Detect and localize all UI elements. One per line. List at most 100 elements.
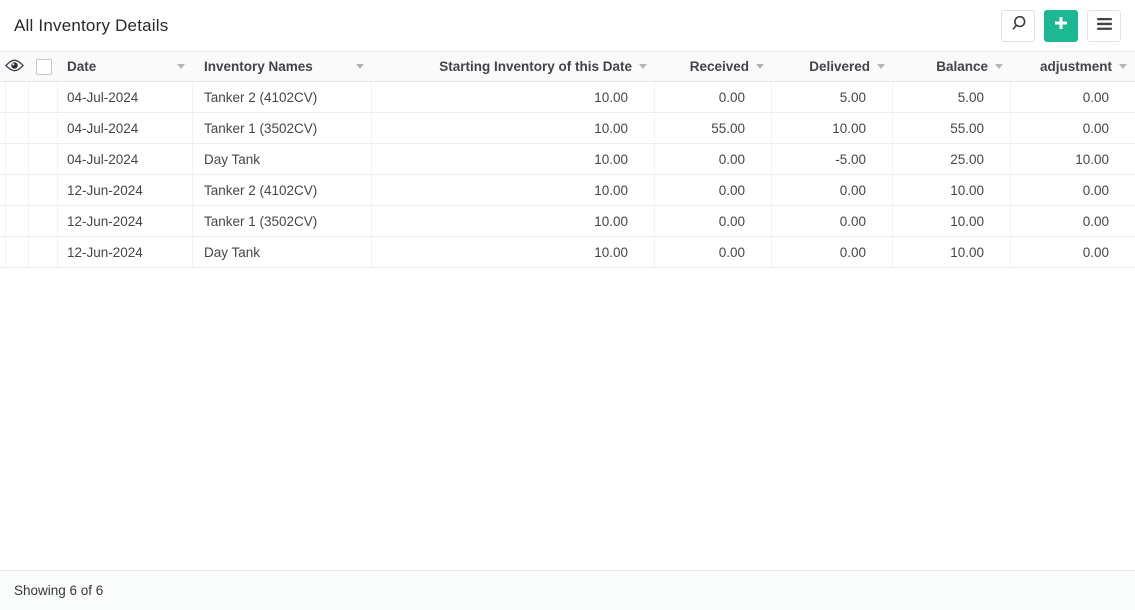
cell-received: 0.00 bbox=[655, 206, 772, 236]
table-row[interactable]: 04-Jul-2024 Day Tank 10.00 0.00 -5.00 25… bbox=[0, 144, 1135, 175]
column-label: adjustment bbox=[1039, 59, 1112, 74]
search-icon bbox=[1010, 15, 1027, 37]
column-header-inventory-names[interactable]: Inventory Names bbox=[193, 52, 372, 81]
cell-date: 12-Jun-2024 bbox=[58, 175, 193, 205]
cell-received: 0.00 bbox=[655, 237, 772, 267]
select-all-checkbox[interactable] bbox=[35, 58, 52, 75]
sort-caret-icon bbox=[1119, 64, 1127, 69]
cell-date: 04-Jul-2024 bbox=[58, 144, 193, 174]
search-button[interactable] bbox=[1001, 9, 1035, 42]
cell-balance: 10.00 bbox=[893, 206, 1011, 236]
cell-inventory-name: Tanker 2 (4102CV) bbox=[193, 175, 372, 205]
sort-caret-icon bbox=[995, 64, 1003, 69]
table-row[interactable]: 12-Jun-2024 Tanker 2 (4102CV) 10.00 0.00… bbox=[0, 175, 1135, 206]
cell-adjustment: 0.00 bbox=[1082, 182, 1109, 198]
column-label: Inventory Names bbox=[204, 59, 313, 74]
column-label: Balance bbox=[936, 59, 988, 74]
row-action-cell bbox=[6, 206, 29, 236]
top-bar: All Inventory Details bbox=[0, 0, 1135, 51]
cell-starting-inventory: 10.00 bbox=[372, 237, 655, 267]
column-header-starting-inventory[interactable]: Starting Inventory of this Date bbox=[372, 52, 655, 81]
cell-date: 12-Jun-2024 bbox=[58, 206, 193, 236]
cell-inventory-name: Tanker 1 (3502CV) bbox=[193, 206, 372, 236]
cell-inventory-name: Day Tank bbox=[193, 237, 372, 267]
cell-inventory-name: Day Tank bbox=[193, 144, 372, 174]
toolbar-actions bbox=[1001, 9, 1121, 42]
select-all-cell bbox=[29, 52, 58, 81]
table-row[interactable]: 12-Jun-2024 Tanker 1 (3502CV) 10.00 0.00… bbox=[0, 206, 1135, 237]
cell-delivered: 10.00 bbox=[772, 113, 893, 143]
column-label: Date bbox=[67, 59, 97, 74]
column-header-received[interactable]: Received bbox=[655, 52, 772, 81]
row-select-cell bbox=[29, 175, 58, 205]
row-select-cell bbox=[29, 113, 58, 143]
column-label: Received bbox=[689, 59, 749, 74]
cell-received: 55.00 bbox=[655, 113, 772, 143]
cell-inventory-name: Tanker 1 (3502CV) bbox=[193, 113, 372, 143]
row-select-cell bbox=[29, 82, 58, 112]
row-action-cell bbox=[6, 175, 29, 205]
cell-received: 0.00 bbox=[655, 175, 772, 205]
cell-adjustment: 0.00 bbox=[1082, 213, 1109, 229]
table-header-row: Date Inventory Names Starting Inventory … bbox=[0, 51, 1135, 82]
cell-adjustment: 10.00 bbox=[1075, 151, 1109, 167]
row-select-cell bbox=[29, 206, 58, 236]
cell-balance: 10.00 bbox=[893, 175, 1011, 205]
row-action-cell bbox=[6, 144, 29, 174]
row-select-cell bbox=[29, 144, 58, 174]
cell-starting-inventory: 10.00 bbox=[372, 82, 655, 112]
cell-adjustment: 0.00 bbox=[1082, 120, 1109, 136]
record-count-text: Showing 6 of 6 bbox=[14, 583, 104, 598]
row-action-cell bbox=[6, 237, 29, 267]
row-action-cell bbox=[6, 82, 29, 112]
cell-received: 0.00 bbox=[655, 82, 772, 112]
cell-starting-inventory: 10.00 bbox=[372, 144, 655, 174]
cell-starting-inventory: 10.00 bbox=[372, 113, 655, 143]
add-record-button[interactable] bbox=[1044, 9, 1078, 42]
cell-delivered: 0.00 bbox=[772, 237, 893, 267]
cell-balance: 55.00 bbox=[893, 113, 1011, 143]
row-indicator-cell bbox=[0, 82, 6, 112]
column-label: Delivered bbox=[809, 59, 870, 74]
eye-icon bbox=[4, 59, 25, 75]
show-hide-columns-button[interactable] bbox=[0, 52, 29, 81]
table-row[interactable]: 04-Jul-2024 Tanker 2 (4102CV) 10.00 0.00… bbox=[0, 82, 1135, 113]
cell-balance: 5.00 bbox=[893, 82, 1011, 112]
row-indicator-cell bbox=[0, 175, 6, 205]
column-header-date[interactable]: Date bbox=[58, 52, 193, 81]
cell-balance: 10.00 bbox=[893, 237, 1011, 267]
column-header-adjustment[interactable]: adjustment bbox=[1011, 52, 1135, 81]
cell-adjustment: 0.00 bbox=[1082, 244, 1109, 260]
cell-date: 12-Jun-2024 bbox=[58, 237, 193, 267]
sort-caret-icon bbox=[877, 64, 885, 69]
sort-caret-icon bbox=[177, 64, 185, 69]
cell-delivered: -5.00 bbox=[772, 144, 893, 174]
column-header-balance[interactable]: Balance bbox=[893, 52, 1011, 81]
plus-icon bbox=[1054, 16, 1068, 35]
cell-delivered: 5.00 bbox=[772, 82, 893, 112]
cell-starting-inventory: 10.00 bbox=[372, 206, 655, 236]
table-row[interactable]: 12-Jun-2024 Day Tank 10.00 0.00 0.00 10.… bbox=[0, 237, 1135, 268]
row-select-cell bbox=[29, 237, 58, 267]
row-indicator-cell bbox=[0, 206, 6, 236]
more-menu-button[interactable] bbox=[1087, 9, 1121, 42]
cell-received: 0.00 bbox=[655, 144, 772, 174]
cell-starting-inventory: 10.00 bbox=[372, 175, 655, 205]
hamburger-icon bbox=[1096, 17, 1112, 35]
sort-caret-icon bbox=[356, 64, 364, 69]
cell-balance: 25.00 bbox=[893, 144, 1011, 174]
sort-caret-icon bbox=[639, 64, 647, 69]
cell-inventory-name: Tanker 2 (4102CV) bbox=[193, 82, 372, 112]
table-row[interactable]: 04-Jul-2024 Tanker 1 (3502CV) 10.00 55.0… bbox=[0, 113, 1135, 144]
status-bar: Showing 6 of 6 bbox=[0, 570, 1135, 610]
row-indicator-cell bbox=[0, 237, 6, 267]
cell-adjustment: 0.00 bbox=[1082, 89, 1109, 105]
cell-date: 04-Jul-2024 bbox=[58, 113, 193, 143]
column-label: Starting Inventory of this Date bbox=[439, 59, 632, 74]
cell-date: 04-Jul-2024 bbox=[58, 82, 193, 112]
row-action-cell bbox=[6, 113, 29, 143]
row-indicator-cell bbox=[0, 144, 6, 174]
column-header-delivered[interactable]: Delivered bbox=[772, 52, 893, 81]
row-indicator-cell bbox=[0, 113, 6, 143]
